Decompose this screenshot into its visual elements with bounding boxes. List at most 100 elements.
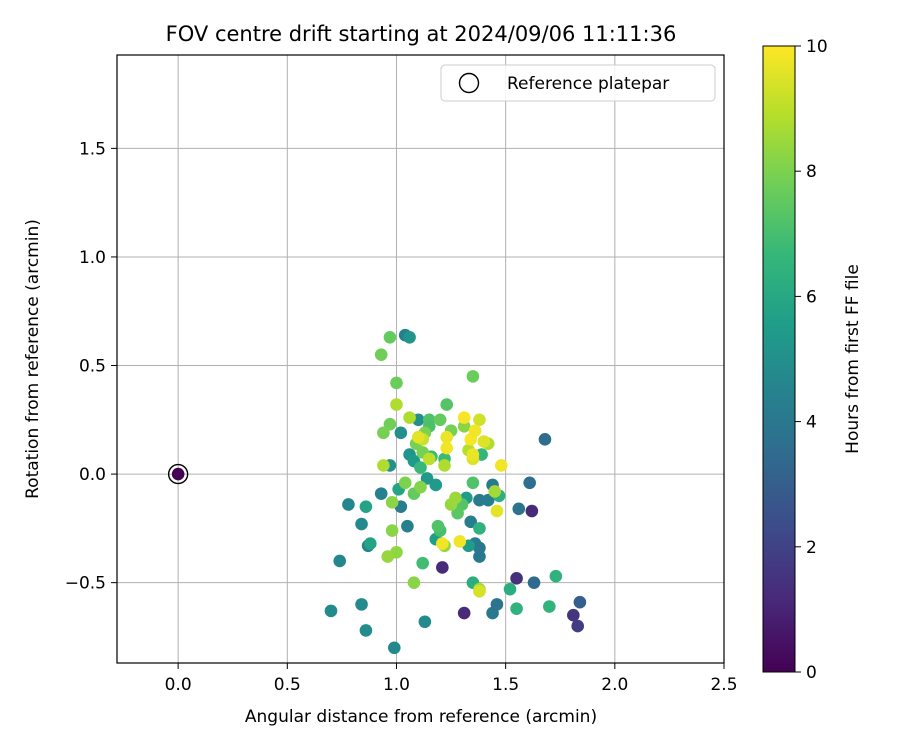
scatter-point <box>387 641 401 655</box>
plot-frame <box>116 54 725 664</box>
x-tick-label: 2.0 <box>601 675 628 695</box>
data-points <box>167 328 587 655</box>
scatter-point <box>407 576 421 589</box>
scatter-point <box>359 624 373 637</box>
scatter-point <box>394 426 408 440</box>
scatter-point <box>567 608 580 622</box>
scatter-point <box>512 502 526 516</box>
colorbar-tick-label: 0 <box>806 663 817 683</box>
scatter-point <box>438 459 451 472</box>
scatter-point <box>473 550 486 563</box>
scatter-point <box>503 582 517 596</box>
scatter-point <box>355 598 368 611</box>
scatter-point <box>431 519 445 533</box>
scatter-point <box>573 595 587 609</box>
scatter-point <box>453 535 467 548</box>
colorbar-tick-label: 2 <box>806 538 817 558</box>
reference-platepar-marker <box>167 463 189 485</box>
scatter-point <box>390 398 403 411</box>
scatter-point <box>414 461 427 474</box>
scatter-point <box>416 556 429 570</box>
legend-marker-icon <box>458 72 480 94</box>
scatter-point <box>481 493 495 507</box>
scatter-point <box>527 576 541 589</box>
scatter-point <box>473 522 486 535</box>
scatter-point <box>466 448 480 461</box>
scatter-point <box>374 487 388 500</box>
colorbar-label: Hours from first FF file <box>843 264 863 454</box>
scatter-point <box>414 480 427 494</box>
scatter-point <box>466 370 480 383</box>
scatter-point <box>457 606 471 620</box>
scatter-point <box>385 524 399 537</box>
scatter-point <box>390 376 403 390</box>
scatter-point <box>523 476 536 490</box>
scatter-point <box>381 550 395 563</box>
scatter-point <box>385 496 399 509</box>
scatter-point <box>420 472 434 485</box>
scatter-point <box>383 417 397 431</box>
scatter-point <box>457 420 471 433</box>
x-tick-label: 1.5 <box>492 675 519 695</box>
scatter-point <box>374 348 388 361</box>
scatter-point <box>418 615 432 629</box>
scatter-point <box>383 330 397 344</box>
scatter-point <box>440 441 454 455</box>
scatter-point <box>377 426 390 440</box>
colorbar-tick-label: 10 <box>806 37 828 57</box>
colorbar-tick-label: 6 <box>806 287 817 307</box>
scatter-point <box>549 569 563 583</box>
scatter-point <box>324 604 338 618</box>
scatter-point <box>440 398 454 411</box>
scatter-point <box>464 515 478 529</box>
scatter-point <box>473 413 486 427</box>
scatter-point <box>538 433 552 446</box>
x-axis-ticks: 0.0 0.5 1.0 1.5 2.0 2.5 <box>165 663 738 695</box>
scatter-point <box>543 600 556 613</box>
scatter-point <box>363 537 377 550</box>
colorbar-tick-label: 8 <box>806 162 817 182</box>
y-axis-ticks: −0.5 0.0 0.5 1.0 1.5 <box>65 139 117 594</box>
scatter-point <box>473 585 486 598</box>
y-tick-label: 1.0 <box>79 248 106 268</box>
colorbar-gradient <box>762 45 796 673</box>
scatter-point <box>359 500 373 513</box>
scatter-point <box>412 430 425 444</box>
grid-lines <box>117 55 725 663</box>
scatter-point <box>451 506 464 520</box>
x-tick-label: 0.5 <box>274 675 301 695</box>
colorbar: 0 2 4 6 8 10 Hours from first FF file <box>762 37 863 683</box>
scatter-point <box>457 411 471 424</box>
scatter-point <box>355 517 368 531</box>
scatter-point <box>433 413 447 427</box>
scatter-point <box>473 493 486 507</box>
y-tick-label: 1.5 <box>79 139 106 159</box>
legend-entry-reference: Reference platepar <box>507 74 669 94</box>
y-tick-label: 0.0 <box>79 465 106 485</box>
scatter-point <box>403 411 416 424</box>
y-tick-label: −0.5 <box>65 574 106 594</box>
scatter-point <box>401 519 414 533</box>
scatter-point <box>171 467 185 481</box>
scatter-point <box>342 498 355 511</box>
scatter-point <box>510 572 523 585</box>
colorbar-tick-label: 4 <box>806 413 817 433</box>
scatter-point <box>466 476 480 490</box>
scatter-point <box>333 554 347 568</box>
scatter-point <box>377 459 390 472</box>
scatter-point <box>422 452 436 466</box>
scatter-point <box>494 459 508 472</box>
x-tick-label: 0.0 <box>165 675 192 695</box>
scatter-point <box>490 504 504 518</box>
scatter-point <box>510 602 523 616</box>
scatter-point <box>398 476 412 490</box>
scatter-point <box>473 541 486 555</box>
scatter-point <box>440 430 454 444</box>
x-axis-label: Angular distance from reference (arcmin) <box>245 707 597 727</box>
scatter-point <box>488 485 502 498</box>
scatter-point <box>490 598 504 611</box>
legend: Reference platepar <box>440 64 716 102</box>
scatter-point <box>436 537 449 550</box>
